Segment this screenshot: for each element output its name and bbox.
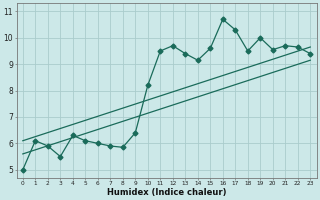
- X-axis label: Humidex (Indice chaleur): Humidex (Indice chaleur): [107, 188, 226, 197]
